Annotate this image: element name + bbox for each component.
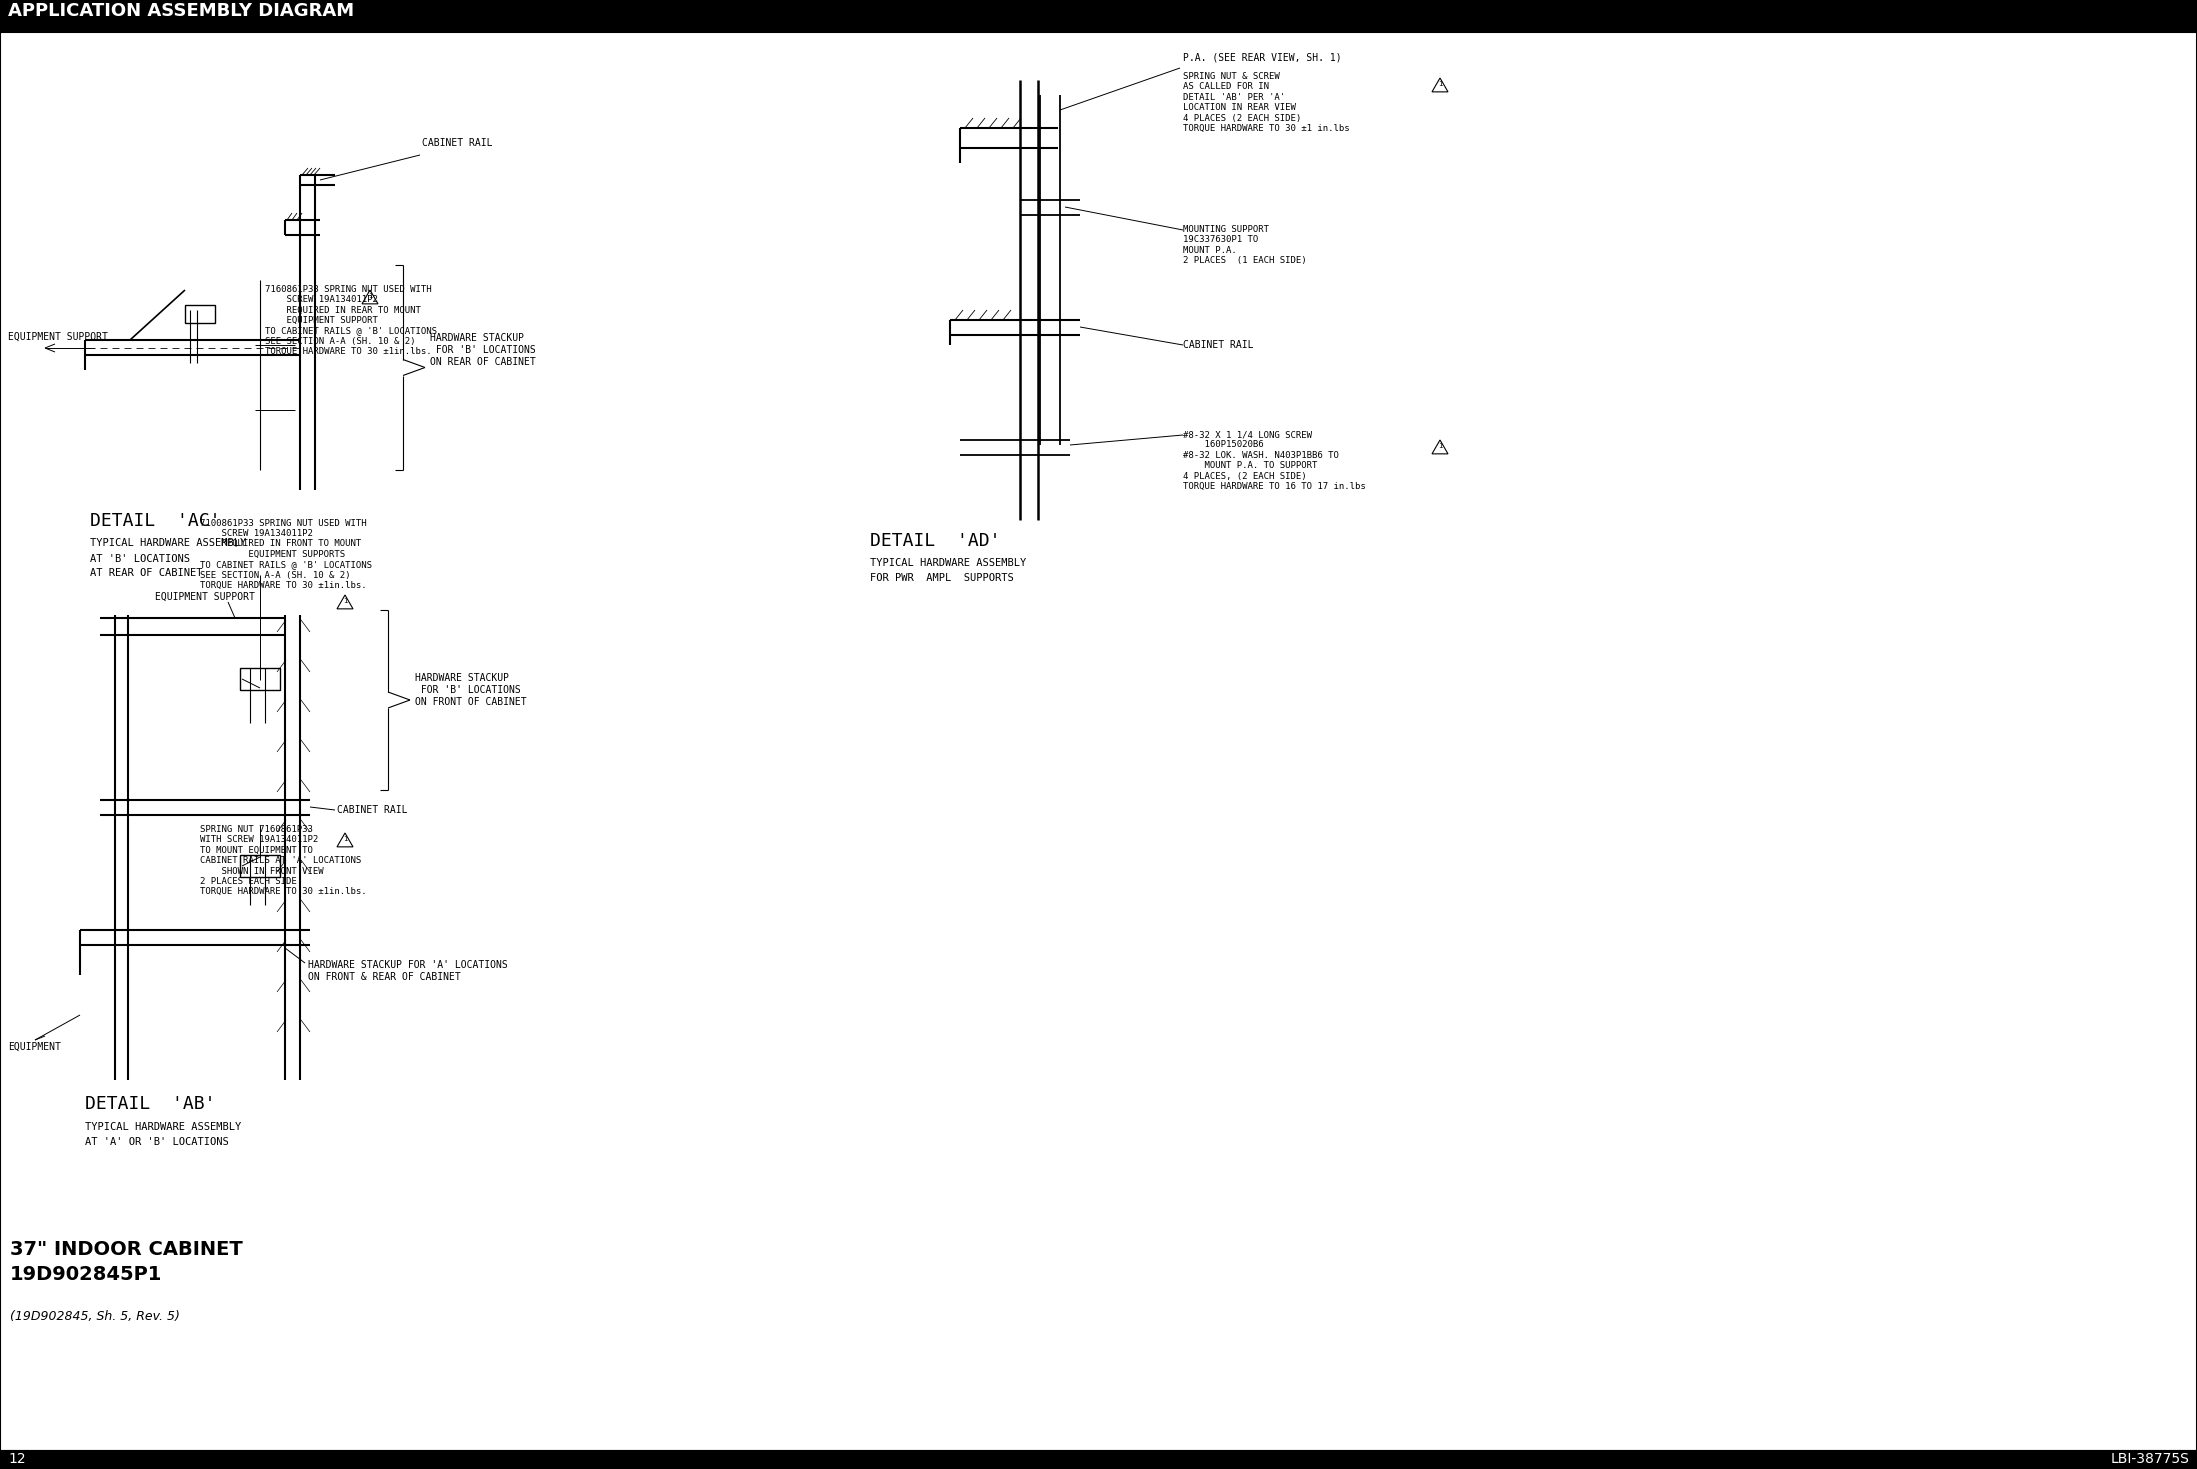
Text: SPRING NUT & SCREW
AS CALLED FOR IN
DETAIL 'AB' PER 'A'
LOCATION IN REAR VIEW
4 : SPRING NUT & SCREW AS CALLED FOR IN DETA… (1182, 72, 1349, 134)
Text: DETAIL  'AC': DETAIL 'AC' (90, 513, 220, 530)
Text: 37" INDOOR CABINET: 37" INDOOR CABINET (11, 1240, 242, 1259)
Text: #8-32 X 1 1/4 LONG SCREW
    160P15020B6
#8-32 LOK. WASH. N403P1BB6 TO
    MOUNT: #8-32 X 1 1/4 LONG SCREW 160P15020B6 #8-… (1182, 430, 1367, 491)
Text: 7100861P33 SPRING NUT USED WITH
    SCREW 19A134011P2
    REQUIRED IN FRONT TO M: 7100861P33 SPRING NUT USED WITH SCREW 19… (200, 519, 371, 591)
Text: AT 'A' OR 'B' LOCATIONS: AT 'A' OR 'B' LOCATIONS (86, 1137, 228, 1147)
Text: 1: 1 (1437, 444, 1441, 450)
Text: 1: 1 (367, 294, 371, 300)
Text: P.A. (SEE REAR VIEW, SH. 1): P.A. (SEE REAR VIEW, SH. 1) (1182, 51, 1342, 62)
Bar (0, 1451, 2197, 1469)
Bar (239, 855, 279, 877)
Text: HARDWARE STACKUP
 FOR 'B' LOCATIONS
ON REAR OF CABINET: HARDWARE STACKUP FOR 'B' LOCATIONS ON RE… (431, 333, 536, 367)
Text: TYPICAL HARDWARE ASSEMBLY: TYPICAL HARDWARE ASSEMBLY (90, 538, 246, 548)
Text: DETAIL  'AB': DETAIL 'AB' (86, 1094, 215, 1114)
Text: HARDWARE STACKUP FOR 'A' LOCATIONS
ON FRONT & REAR OF CABINET: HARDWARE STACKUP FOR 'A' LOCATIONS ON FR… (308, 961, 508, 981)
Text: EQUIPMENT SUPPORT: EQUIPMENT SUPPORT (9, 332, 108, 342)
Text: LBI-38775S: LBI-38775S (2109, 1451, 2188, 1466)
Text: CABINET RAIL: CABINET RAIL (422, 138, 492, 148)
Text: 1: 1 (343, 598, 347, 604)
Text: 19D902845P1: 19D902845P1 (11, 1265, 163, 1284)
Text: SPRING NUT 7160861P33
WITH SCREW 19A134011P2
TO MOUNT EQUIPMENT TO
CABINET RAILS: SPRING NUT 7160861P33 WITH SCREW 19A1340… (200, 826, 367, 896)
Text: AT REAR OF CABINET: AT REAR OF CABINET (90, 569, 202, 577)
Bar (239, 668, 279, 690)
Text: 1: 1 (343, 836, 347, 842)
Text: HARDWARE STACKUP
 FOR 'B' LOCATIONS
ON FRONT OF CABINET: HARDWARE STACKUP FOR 'B' LOCATIONS ON FR… (415, 673, 527, 707)
Text: CABINET RAIL: CABINET RAIL (1182, 339, 1254, 350)
Text: MOUNTING SUPPORT
19C337630P1 TO
MOUNT P.A.
2 PLACES  (1 EACH SIDE): MOUNTING SUPPORT 19C337630P1 TO MOUNT P.… (1182, 225, 1307, 266)
Text: TYPICAL HARDWARE ASSEMBLY: TYPICAL HARDWARE ASSEMBLY (86, 1122, 242, 1133)
Text: TYPICAL HARDWARE ASSEMBLY: TYPICAL HARDWARE ASSEMBLY (870, 558, 1026, 569)
Text: CABINET RAIL: CABINET RAIL (336, 805, 406, 815)
Text: 12: 12 (9, 1451, 26, 1466)
Text: FOR PWR  AMPL  SUPPORTS: FOR PWR AMPL SUPPORTS (870, 573, 1013, 583)
Bar (185, 306, 215, 323)
Text: AT 'B' LOCATIONS: AT 'B' LOCATIONS (90, 554, 189, 564)
Text: EQUIPMENT SUPPORT: EQUIPMENT SUPPORT (156, 592, 255, 602)
Text: 7160861P33 SPRING NUT USED WITH
    SCREW 19A134011P2
    REQUIRED IN REAR TO MO: 7160861P33 SPRING NUT USED WITH SCREW 19… (266, 285, 437, 357)
Text: 1: 1 (1437, 81, 1441, 87)
Text: APPLICATION ASSEMBLY DIAGRAM: APPLICATION ASSEMBLY DIAGRAM (9, 1, 354, 21)
Text: (19D902845, Sh. 5, Rev. 5): (19D902845, Sh. 5, Rev. 5) (11, 1310, 180, 1324)
Text: DETAIL  'AD': DETAIL 'AD' (870, 532, 1000, 549)
Bar (0, 0, 2197, 32)
Text: EQUIPMENT: EQUIPMENT (9, 1042, 62, 1052)
